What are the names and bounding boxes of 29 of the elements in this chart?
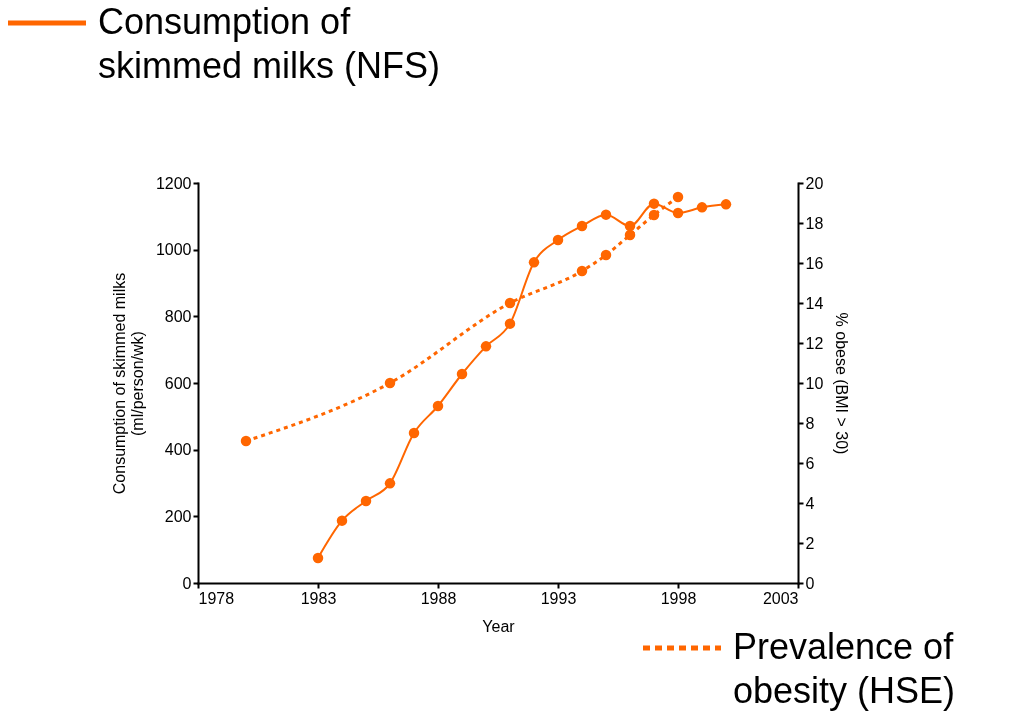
y2-axis-title: % obese (BMI > 30) [833,312,851,455]
y2-tick-label: 8 [805,414,815,432]
x-tick-label: 1998 [660,589,697,607]
x-tick-label: 1978 [198,589,235,607]
y-tick-label: 1200 [155,174,192,192]
y2-tick-label: 16 [805,254,824,272]
y-tick-label: 0 [182,574,192,592]
y-tick-label: 200 [164,507,192,525]
y-tick-label: 1000 [155,241,192,259]
y-tick-label: 800 [164,307,192,325]
y2-tick-label: 18 [805,214,824,232]
legend-label: Prevalence of obesity (HSE) [733,626,956,711]
x-tick-label: 2003 [762,589,799,607]
x-tick-label: 1988 [420,589,457,607]
y-tick-label: 600 [164,374,192,392]
y2-tick-label: 12 [805,334,824,352]
x-axis-title: Year [482,617,516,635]
y2-tick-label: 4 [805,494,815,512]
x-tick-label: 1983 [300,589,337,607]
y2-tick-label: 2 [805,534,815,552]
y2-tick-label: 14 [805,294,824,312]
x-tick-label: 1993 [540,589,577,607]
y2-tick-label: 20 [805,174,824,192]
y-tick-label: 400 [164,441,192,459]
y-axis-title: Consumption of skimmed milks (ml/person/wk) [110,272,146,495]
y2-tick-label: 10 [805,374,824,392]
y2-tick-label: 0 [805,574,815,592]
legend-label: Consumption of skimmed milks (NFS) [98,1,440,86]
y2-tick-label: 6 [805,454,815,472]
